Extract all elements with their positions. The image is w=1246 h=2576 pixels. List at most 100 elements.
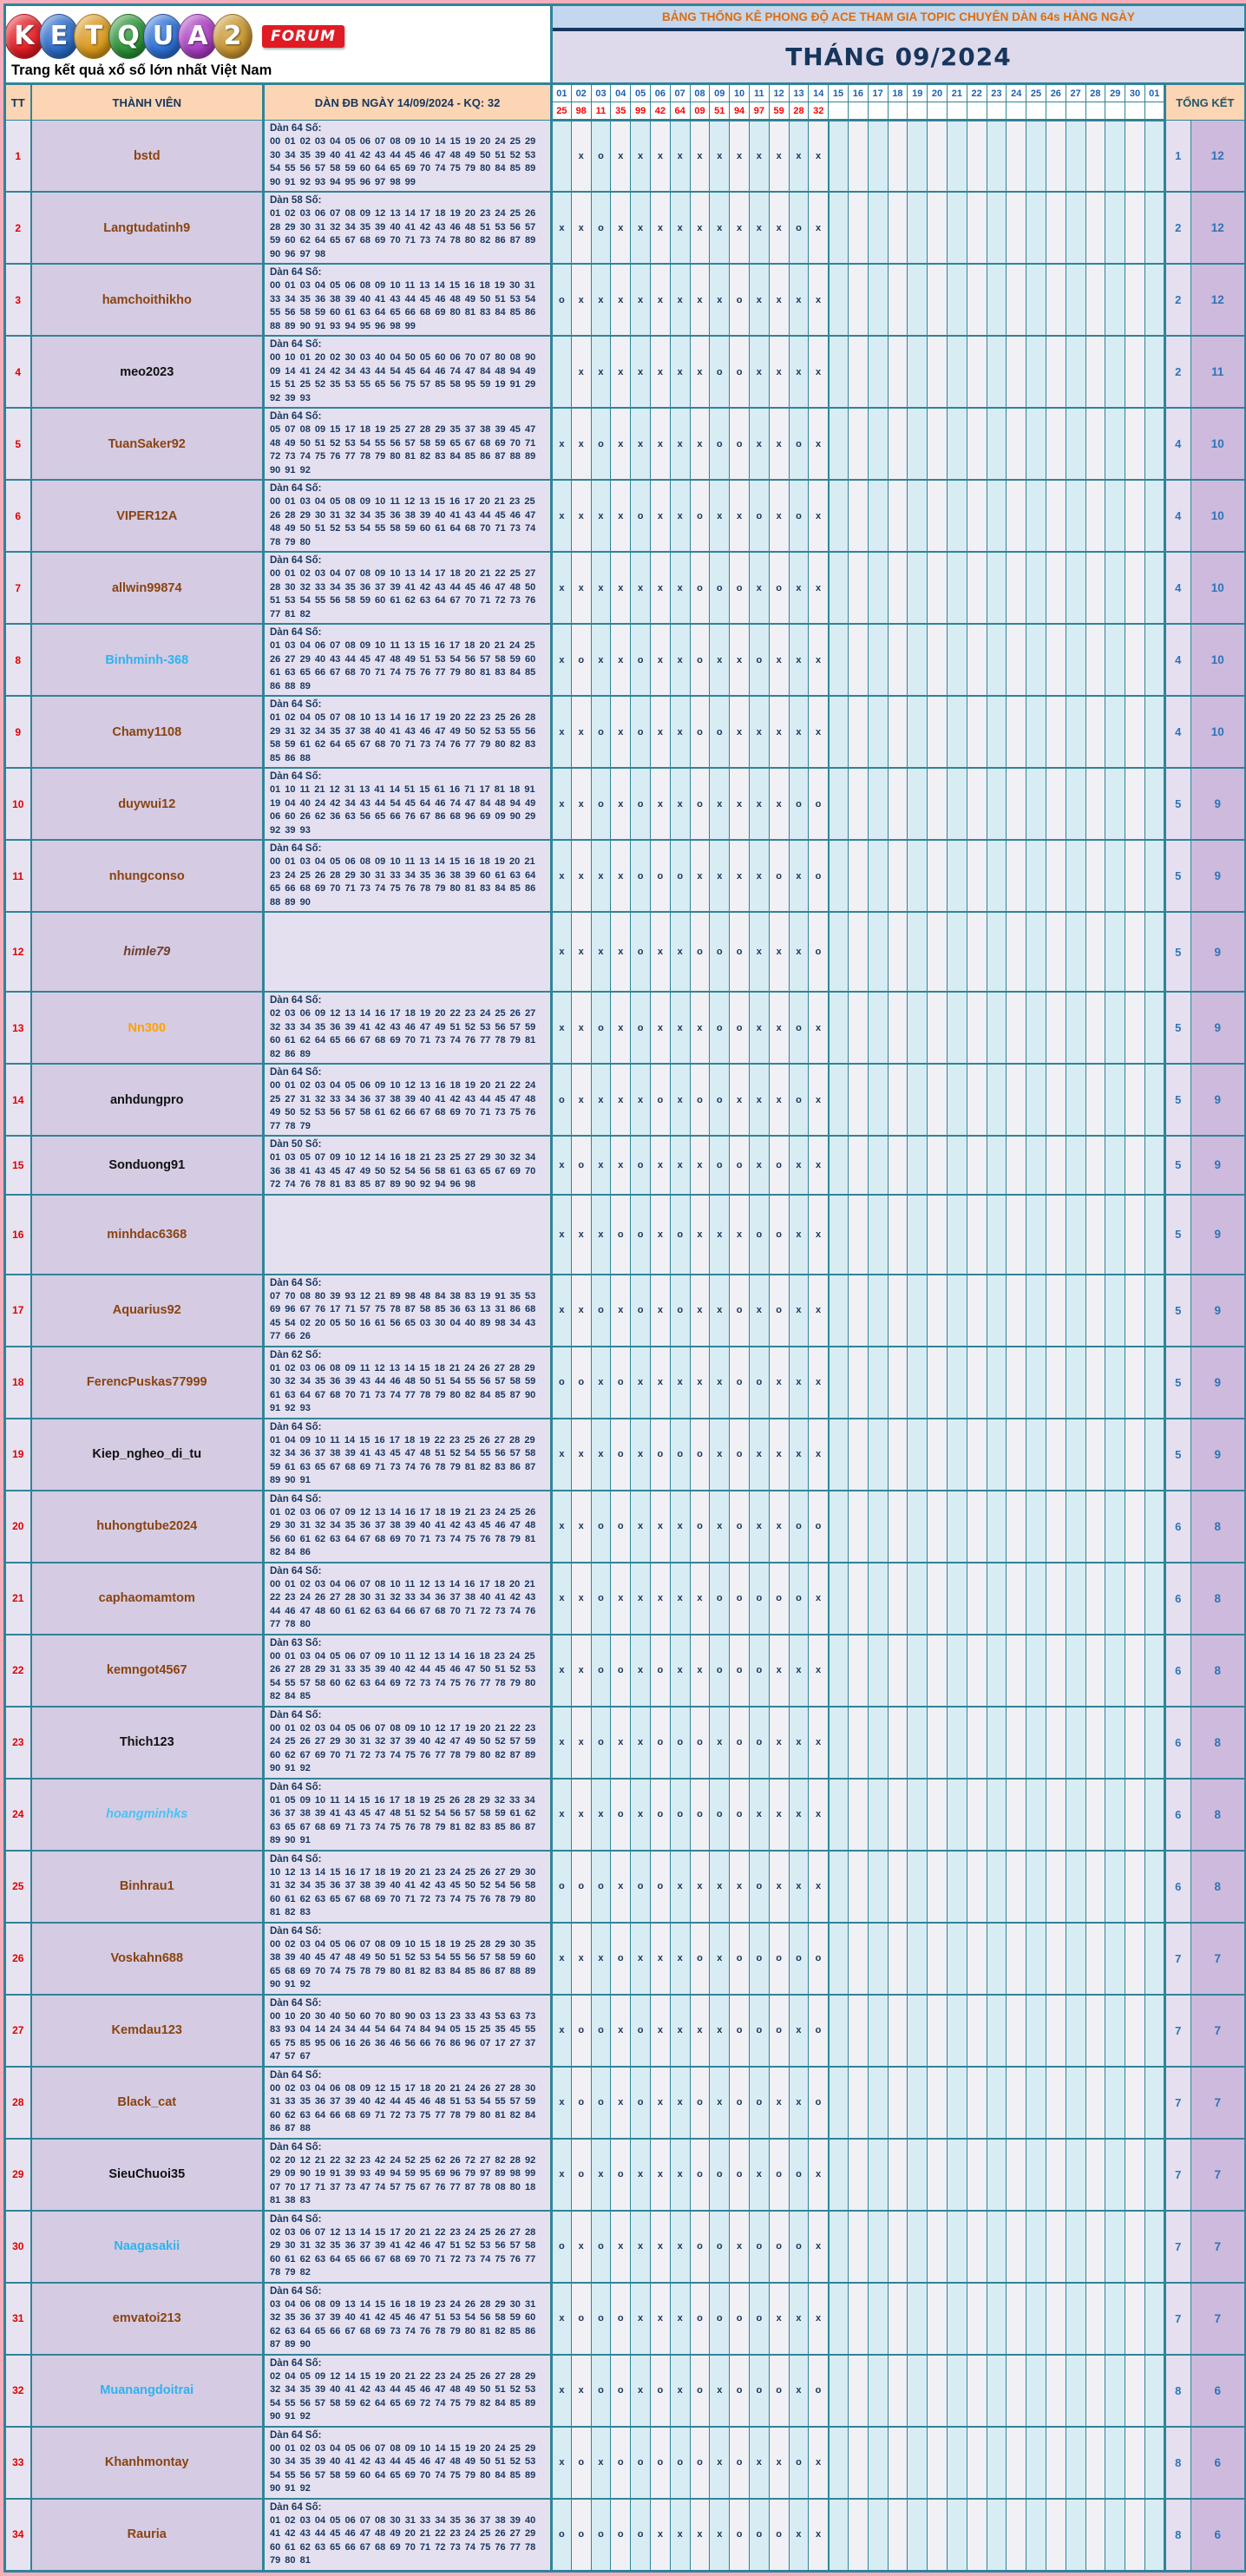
mark-miss: o	[590, 991, 612, 1065]
mark-hit: x	[610, 1850, 632, 1923]
mark-miss: o	[709, 1135, 731, 1195]
mark-miss: o	[729, 407, 750, 481]
mark-empty	[1144, 839, 1165, 913]
day-header: 04	[610, 82, 632, 102]
mark-empty	[827, 1634, 849, 1707]
dan-cell: Dàn 64 Số: 01 02 03 04 05 06 07 08 30 31 …	[263, 2498, 553, 2572]
mark-empty	[827, 911, 849, 993]
mark-hit: x	[788, 1706, 810, 1779]
mark-empty	[847, 407, 869, 481]
mark-hit: x	[649, 1994, 671, 2067]
mark-empty	[867, 2282, 889, 2355]
mark-miss: o	[709, 1063, 731, 1137]
mark-empty	[887, 263, 908, 337]
mark-miss: o	[729, 911, 750, 993]
mark-empty	[946, 1063, 967, 1137]
member-name: caphaomamtom	[30, 1562, 265, 1635]
mark-empty	[1026, 1346, 1046, 1419]
mark-empty	[1125, 2354, 1145, 2427]
mark-miss: o	[590, 1274, 612, 1347]
mark-miss: o	[788, 191, 810, 265]
mark-miss: o	[768, 2498, 790, 2572]
mark-empty	[827, 2498, 849, 2572]
mark-empty	[867, 911, 889, 993]
mark-hit: x	[551, 1778, 572, 1851]
total-hit-cell: 6	[1190, 2498, 1246, 2572]
mark-empty	[1125, 2066, 1145, 2139]
mark-empty	[1006, 911, 1027, 993]
mark-hit: x	[570, 407, 592, 481]
total-miss-cell: 2	[1163, 191, 1191, 265]
mark-empty	[1045, 1274, 1066, 1347]
total-miss-cell: 4	[1163, 551, 1191, 625]
mark-miss: o	[788, 2210, 810, 2283]
mark-empty	[946, 263, 967, 337]
dan-cell: Dàn 64 Số: 00 02 03 04 05 06 07 08 09 10 …	[263, 1922, 553, 1995]
mark-empty	[986, 1490, 1007, 1563]
mark-empty	[1144, 1922, 1165, 1995]
total-miss-cell: 7	[1163, 2210, 1191, 2283]
mark-hit: x	[788, 2354, 810, 2427]
mark-hit: x	[689, 1850, 711, 1923]
mark-hit: x	[590, 1922, 612, 1995]
mark-empty	[1006, 767, 1027, 841]
mark-empty	[1105, 263, 1126, 337]
member-name-text: caphaomamtom	[98, 1591, 195, 1605]
mark-empty	[907, 1634, 928, 1707]
mark-empty	[1105, 2354, 1126, 2427]
dan-label: Dàn 64 Số:	[270, 995, 322, 1006]
mark-miss: o	[590, 2210, 612, 2283]
mark-empty	[907, 623, 928, 697]
mark-empty	[1125, 1706, 1145, 1779]
member-row: 15 Sonduong91 Dàn 50 Số: 01 03 05 07 09 10 …	[4, 1135, 1246, 1195]
day-header: 02	[570, 82, 592, 102]
mark-miss: o	[610, 2426, 632, 2499]
member-name-text: Muanangdoitrai	[100, 2383, 194, 2397]
mark-miss: o	[590, 120, 612, 193]
mark-empty	[1085, 1135, 1106, 1195]
mark-empty	[946, 2210, 967, 2283]
mark-empty	[1045, 1194, 1066, 1275]
mark-miss: o	[788, 1490, 810, 1563]
mark-hit: x	[630, 120, 651, 193]
dan-cell: Dàn 64 Số: 07 70 08 80 39 93 12 21 89 98 …	[263, 1274, 553, 1347]
mark-hit: x	[689, 991, 711, 1065]
result-cell	[1125, 102, 1145, 121]
mark-empty	[867, 839, 889, 913]
mark-empty	[927, 2138, 948, 2211]
mark-empty	[847, 191, 869, 265]
mark-empty	[1026, 1135, 1046, 1195]
day-header: 10	[729, 82, 750, 102]
mark-hit: x	[630, 1706, 651, 1779]
mark-empty	[887, 191, 908, 265]
mark-empty	[1144, 1562, 1165, 1635]
mark-hit: x	[590, 263, 612, 337]
mark-empty	[907, 1063, 928, 1137]
mark-hit: x	[630, 335, 651, 409]
total-miss-cell: 6	[1163, 1562, 1191, 1635]
mark-empty	[1125, 1850, 1145, 1923]
mark-empty	[966, 2282, 987, 2355]
mark-empty	[1085, 1706, 1106, 1779]
mark-miss: o	[689, 1922, 711, 1995]
mark-hit: x	[669, 767, 691, 841]
member-row: 27 Kemdau123 Dàn 64 Số: 00 10 20 30 40 50 6…	[4, 1994, 1246, 2067]
mark-hit: x	[570, 1418, 592, 1491]
dan-label: Dàn 64 Số:	[270, 1067, 322, 1078]
mark-hit: x	[748, 991, 770, 1065]
member-name: FerencPuskas77999	[30, 1346, 265, 1419]
mark-hit: x	[689, 839, 711, 913]
member-name-text: meo2023	[120, 364, 174, 379]
mark-hit: x	[630, 2354, 651, 2427]
mark-empty	[927, 767, 948, 841]
mark-hit: x	[551, 695, 572, 769]
member-row: 5 TuanSaker92 Dàn 64 Số: 05 07 08 09 15 17 …	[4, 407, 1246, 481]
mark-miss: o	[788, 2138, 810, 2211]
mark-hit: x	[630, 2210, 651, 2283]
member-row: 9 Chamy1108 Dàn 64 Số: 01 02 04 05 07 08 10…	[4, 695, 1246, 769]
member-row: 2 Langtudatinh9 Dàn 58 Số: 01 02 03 06 07 0…	[4, 191, 1246, 265]
mark-miss: o	[768, 1562, 790, 1635]
mark-hit: x	[590, 839, 612, 913]
row-number: 6	[4, 479, 32, 553]
dan-cell: Dàn 63 Số: 00 01 03 04 05 06 07 09 10 11 …	[263, 1634, 553, 1707]
